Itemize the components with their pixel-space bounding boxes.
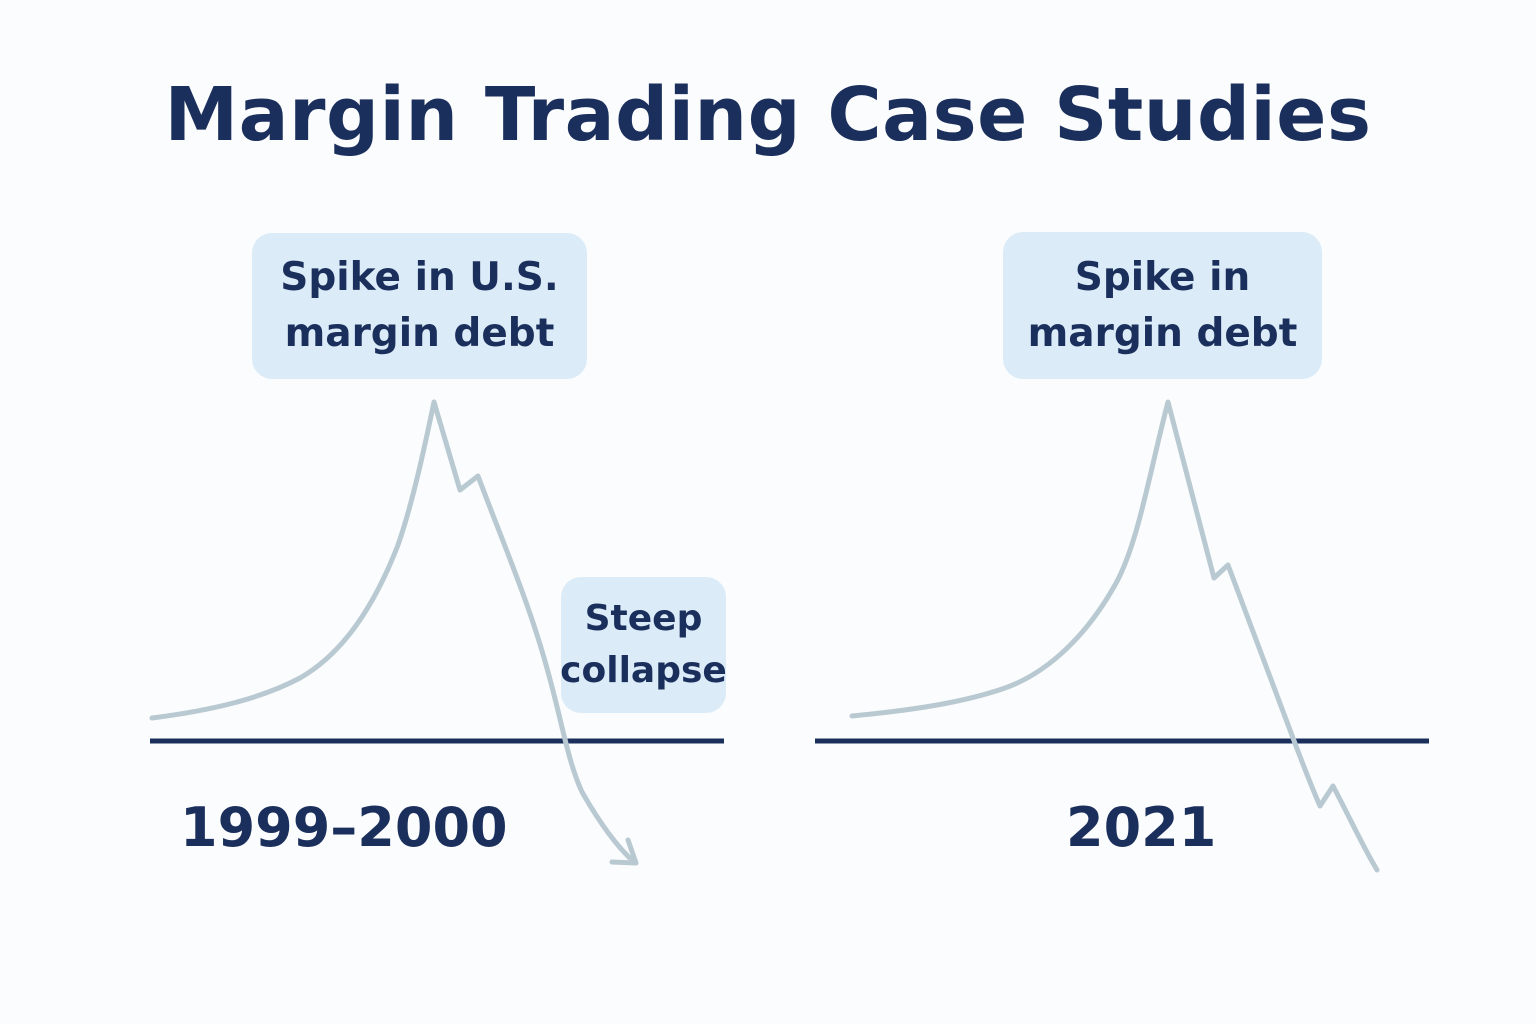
period-label-2021: 2021 [1066,796,1217,859]
margin-debt-curve-2021 [849,399,1380,873]
margin-debt-curve-1999-2000 [149,399,637,865]
peak-callout-1999-2000: Spike in U.S. margin debt [252,233,587,379]
period-label-1999-2000: 1999–2000 [180,796,508,859]
peak-callout-2021: Spike in margin debt [1003,232,1322,379]
page-title: Margin Trading Case Studies [164,72,1372,158]
collapse-callout-1999-2000: Steep collapse [560,577,727,713]
arrow-head-icon [609,837,639,866]
